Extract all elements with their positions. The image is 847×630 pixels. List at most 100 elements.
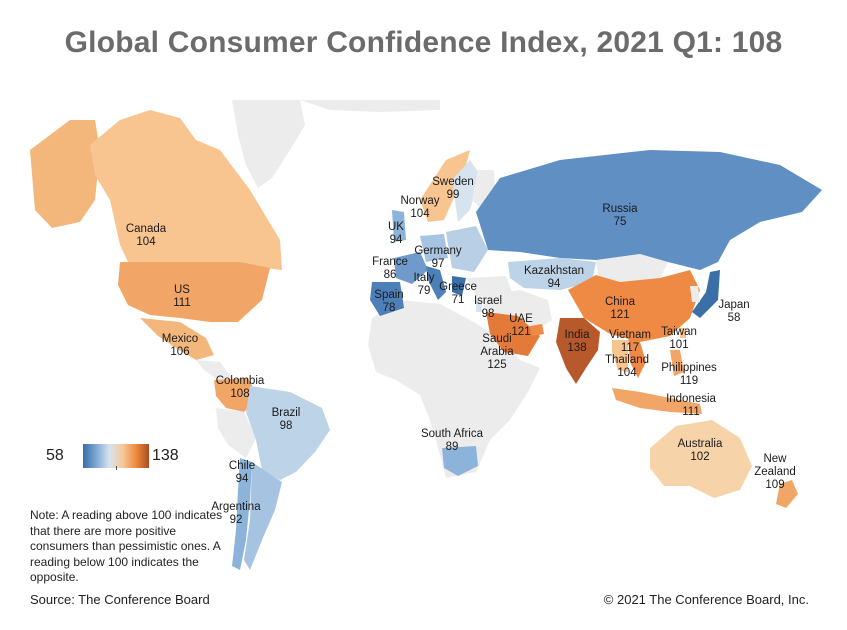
country-value-chile: 94	[236, 473, 249, 485]
country-label-taiwan: Taiwan 101	[661, 326, 697, 351]
region-kazakhstan	[508, 258, 596, 290]
country-value-italy: 79	[418, 285, 431, 297]
country-value-mexico: 106	[170, 346, 189, 358]
region-central-america	[196, 360, 232, 380]
region-spain	[370, 282, 404, 316]
footnote: Note: A reading above 100 indicates that…	[30, 508, 223, 584]
country-value-saudi-arabia: 125	[487, 359, 506, 371]
country-value-brazil: 98	[280, 420, 293, 432]
region-israel	[476, 300, 482, 312]
region-colombia	[214, 378, 258, 412]
country-label-india: India 138	[565, 329, 591, 354]
country-value-colombia: 108	[230, 388, 249, 400]
country-value-uae: 121	[511, 326, 530, 338]
country-label-uae: UAE 121	[509, 313, 533, 338]
region-eastern-europe	[446, 226, 488, 272]
country-value-us: 111	[173, 297, 190, 309]
region-africa	[368, 300, 540, 478]
region-japan	[692, 270, 720, 318]
country-label-sweden: Sweden 99	[432, 176, 474, 201]
region-uk	[392, 210, 406, 242]
country-value-thailand: 104	[617, 367, 637, 379]
country-label-norway: Norway 104	[401, 195, 440, 220]
region-arctic-islands	[300, 100, 440, 112]
region-philippines	[670, 350, 684, 376]
country-value-argentina: 92	[230, 514, 243, 526]
country-label-argentina: Argentina 92	[211, 501, 261, 526]
region-peru	[216, 408, 256, 458]
country-label-mexico: Mexico 106	[162, 333, 198, 358]
region-turkey	[466, 276, 512, 296]
region-greenland	[232, 100, 305, 188]
region-chile	[232, 458, 252, 570]
country-label-thailand: Thailand 104	[605, 354, 649, 379]
region-new-zealand	[776, 480, 798, 508]
country-label-russia: Russia 75	[602, 203, 638, 228]
region-china	[568, 270, 700, 342]
country-label-chile: Chile 94	[229, 460, 255, 485]
region-south-africa	[442, 446, 478, 476]
country-label-spain: Spain 78	[374, 289, 403, 314]
region-argentina	[244, 462, 282, 570]
copyright: © 2021 The Conference Board, Inc.	[603, 592, 809, 607]
country-value-sweden: 99	[447, 189, 460, 201]
country-label-vietnam: Vietnam 117	[609, 329, 651, 354]
region-mexico	[140, 318, 214, 360]
region-france	[394, 252, 428, 284]
country-label-brazil: Brazil 98	[272, 407, 301, 432]
page-title: Global Consumer Confidence Index, 2021 Q…	[64, 26, 783, 59]
country-label-australia: Australia 102	[678, 438, 723, 463]
region-russia	[476, 150, 822, 270]
region-italy	[426, 266, 446, 300]
legend-max-label: 138	[152, 447, 179, 464]
country-value-vietnam: 117	[621, 342, 639, 354]
region-thailand	[612, 340, 628, 372]
country-value-kazakhstan: 94	[548, 278, 561, 290]
region-sweden	[452, 160, 480, 222]
region-taiwan	[680, 328, 686, 338]
country-label-italy: Italy 79	[413, 272, 434, 297]
country-value-philippines: 119	[680, 375, 698, 387]
country-label-philippines: Philippines 119	[661, 362, 717, 387]
region-uae	[530, 324, 544, 336]
country-value-uk: 94	[390, 234, 403, 246]
country-label-new-zealand: New Zealand 109	[754, 453, 796, 491]
country-label-israel: Israel 98	[474, 295, 502, 320]
country-label-uk: UK 94	[388, 221, 404, 246]
country-value-japan: 58	[728, 312, 741, 324]
region-greece	[452, 276, 466, 296]
country-label-south-africa: South Africa 89	[421, 428, 484, 453]
country-value-norway: 104	[410, 208, 430, 220]
country-value-spain: 78	[383, 302, 396, 314]
country-value-indonesia: 111	[682, 406, 699, 418]
country-value-greece: 71	[452, 294, 465, 306]
country-value-india: 138	[567, 342, 586, 354]
country-value-taiwan: 101	[669, 339, 688, 351]
country-label-germany: Germany 97	[414, 245, 462, 270]
legend-min-label: 58	[46, 447, 64, 464]
region-germany	[420, 234, 448, 262]
country-value-israel: 98	[482, 308, 495, 320]
country-label-saudi-arabia: Saudi Arabia 125	[480, 333, 514, 371]
country-label-us: US 111	[173, 284, 190, 309]
region-korea	[690, 286, 700, 302]
legend-color-scale	[83, 444, 149, 468]
region-mongolia	[596, 254, 668, 282]
region-saudi-arabia	[486, 312, 540, 356]
country-value-canada: 104	[136, 236, 156, 248]
country-value-south-africa: 89	[446, 441, 459, 453]
region-indonesia	[612, 388, 702, 414]
region-canada	[90, 110, 282, 270]
region-india	[556, 318, 600, 384]
country-label-china: China 121	[605, 296, 636, 321]
region-us	[118, 262, 270, 322]
source-credit: Source: The Conference Board	[30, 592, 210, 607]
country-value-new-zealand: 109	[765, 479, 784, 491]
region-middle-east	[478, 290, 552, 330]
region-australia	[650, 420, 752, 498]
country-label-indonesia: Indonesia 111	[666, 393, 716, 418]
region-brazil	[246, 386, 330, 480]
country-label-kazakhstan: Kazakhstan 94	[524, 265, 584, 290]
country-label-greece: Greece 71	[439, 281, 477, 306]
